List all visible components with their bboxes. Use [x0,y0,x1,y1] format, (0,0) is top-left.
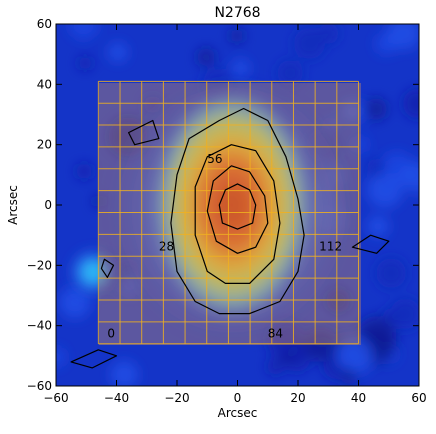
noise-patch [229,28,245,44]
x-tick-label: 0 [234,391,242,405]
noise-patch [108,42,128,63]
fiber-label: 84 [268,327,283,341]
y-axis-ticks: −60 −40 −20 0 20 40 60 [27,17,419,393]
y-tick-label: 20 [37,138,52,152]
noise-patch [366,158,386,178]
contour-level-1 [170,107,305,315]
fiber-label: 28 [159,239,174,253]
contour-level-8 [351,234,390,254]
contour-level-2 [194,144,281,284]
plot-area: 0 28 56 84 112 [56,24,419,386]
noise-patch [293,27,325,60]
noise-patch [69,24,99,40]
noise-patch [341,368,358,385]
x-tick-label: 40 [351,391,366,405]
x-tick-label: 20 [290,391,305,405]
fiber-labels: 0 28 56 84 112 [107,152,342,341]
noise-patch [93,195,105,208]
x-tick-label: −60 [43,391,68,405]
noise-patch [390,298,419,330]
noise-patch [401,161,419,193]
galaxy-core [150,87,314,323]
y-tick-label: 60 [37,17,52,31]
contour-level-4 [218,183,257,230]
chart-title: N2768 [214,5,260,21]
noise-patch [367,215,389,238]
x-tick-label: 60 [411,391,426,405]
noise-patch [231,59,250,78]
y-tick-label: 40 [37,77,52,91]
companion-source [67,246,119,298]
contour-level-3 [206,165,269,254]
contour-level-6 [100,258,115,278]
x-tick-label: −20 [164,391,189,405]
noise-patch [77,56,93,71]
noise-patch [318,24,339,44]
noise-patch [351,136,368,153]
noise-patch [266,357,285,376]
y-tick-label: 0 [44,198,52,212]
fiber-label: 0 [107,327,115,341]
x-tick-label: −40 [104,391,129,405]
noise-patch [402,88,419,119]
noise-patch [196,47,216,67]
noise-patch [387,24,419,50]
y-axis-label: Arcsec [6,185,20,225]
noise-patch [277,60,304,86]
noise-patch [376,258,407,289]
contour-lines [70,107,390,369]
y-tick-label: −40 [27,319,52,333]
contour-level-5 [128,119,160,146]
y-tick-label: −60 [27,379,52,393]
fiber-label: 56 [207,152,222,166]
noise-patch [110,360,139,386]
noise-patch [76,163,93,180]
x-axis-label: Arcsec [218,406,258,420]
ifu-footprint [99,83,361,345]
x-axis-ticks: −60 −40 −20 0 20 40 60 [43,24,427,405]
contour-level-7 [70,349,118,369]
noise-patch [365,97,388,121]
y-tick-label: −20 [27,258,52,272]
fiber-label: 112 [319,239,342,253]
noise-patch [56,347,66,368]
noise-patch [336,336,374,375]
